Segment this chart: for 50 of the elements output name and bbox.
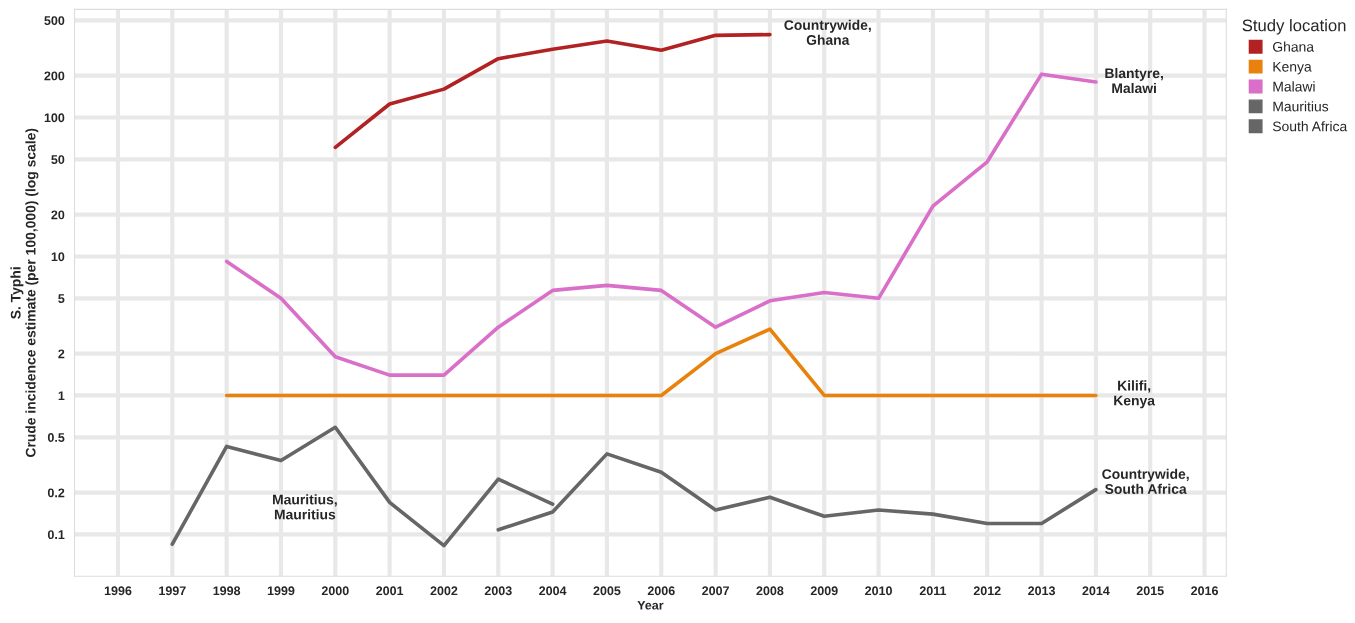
x-tick-label: 2014 [1082,586,1110,596]
y-tick-label: 20 [51,210,65,220]
y-tick-label: 1 [58,391,65,400]
x-tick-label: 2001 [376,586,404,596]
y-tick-label: 50 [51,155,65,164]
y-tick-label: 0.2 [47,488,65,498]
legend-label: Ghana [1273,41,1315,52]
y-tick-label: 500 [44,16,65,25]
line-series [496,452,1098,532]
legend-label: Kenya [1273,61,1312,75]
line-series [170,425,555,548]
x-tick-label: 1999 [267,586,295,596]
x-tick-label: 2003 [484,586,512,596]
y-tick-label: 200 [44,71,65,81]
x-tick-label: 2008 [756,586,784,596]
x-tick-label: 2015 [1136,586,1164,596]
x-tick-label: 2013 [1028,586,1056,596]
x-tick-label: 2011 [919,586,947,596]
annotation: Countrywide, Ghana [784,19,871,45]
x-tick-label: 2006 [647,586,675,596]
annotation: Mauritius, Mauritius [273,494,337,520]
legend-title: Study location [1242,19,1346,35]
y-tick-label: 10 [51,252,65,262]
x-tick-label: 2007 [702,586,729,596]
y-axis-title: S. Typhi Crude incidence estimate (per 100,000) (log scale) [10,128,39,458]
legend-label: South Africa [1272,121,1348,132]
x-tick-label: 2004 [539,586,567,596]
annotation: Countrywide, South Africa [1102,468,1189,494]
y-tick-label: 2 [58,349,65,359]
legend-label: Mauritius [1273,101,1329,112]
annotation: Blantyre, Malawi [1105,67,1163,94]
x-tick-label: 2010 [865,586,892,596]
annotation: Kilifi, Kenya [1114,380,1156,409]
x-tick-label: 2009 [810,586,838,596]
x-tick-label: 2005 [593,586,621,596]
x-tick-label: 2000 [321,586,349,596]
x-tick-label: 1998 [213,586,241,596]
line-series [224,72,1098,377]
x-axis-title: Year [637,600,664,610]
x-tick-label: 2016 [1191,586,1218,596]
legend-label: Malawi [1273,81,1315,92]
line-series [333,32,772,150]
y-tick-label: 0.1 [47,530,65,540]
x-tick-label: 1997 [159,586,186,596]
x-tick-label: 2002 [430,586,458,596]
y-tick-label: 0.5 [47,433,65,442]
x-tick-label: 2012 [973,586,1001,596]
x-tick-label: 1996 [104,586,132,596]
y-tick-label: 100 [44,113,65,123]
y-tick-label: 5 [58,294,65,303]
